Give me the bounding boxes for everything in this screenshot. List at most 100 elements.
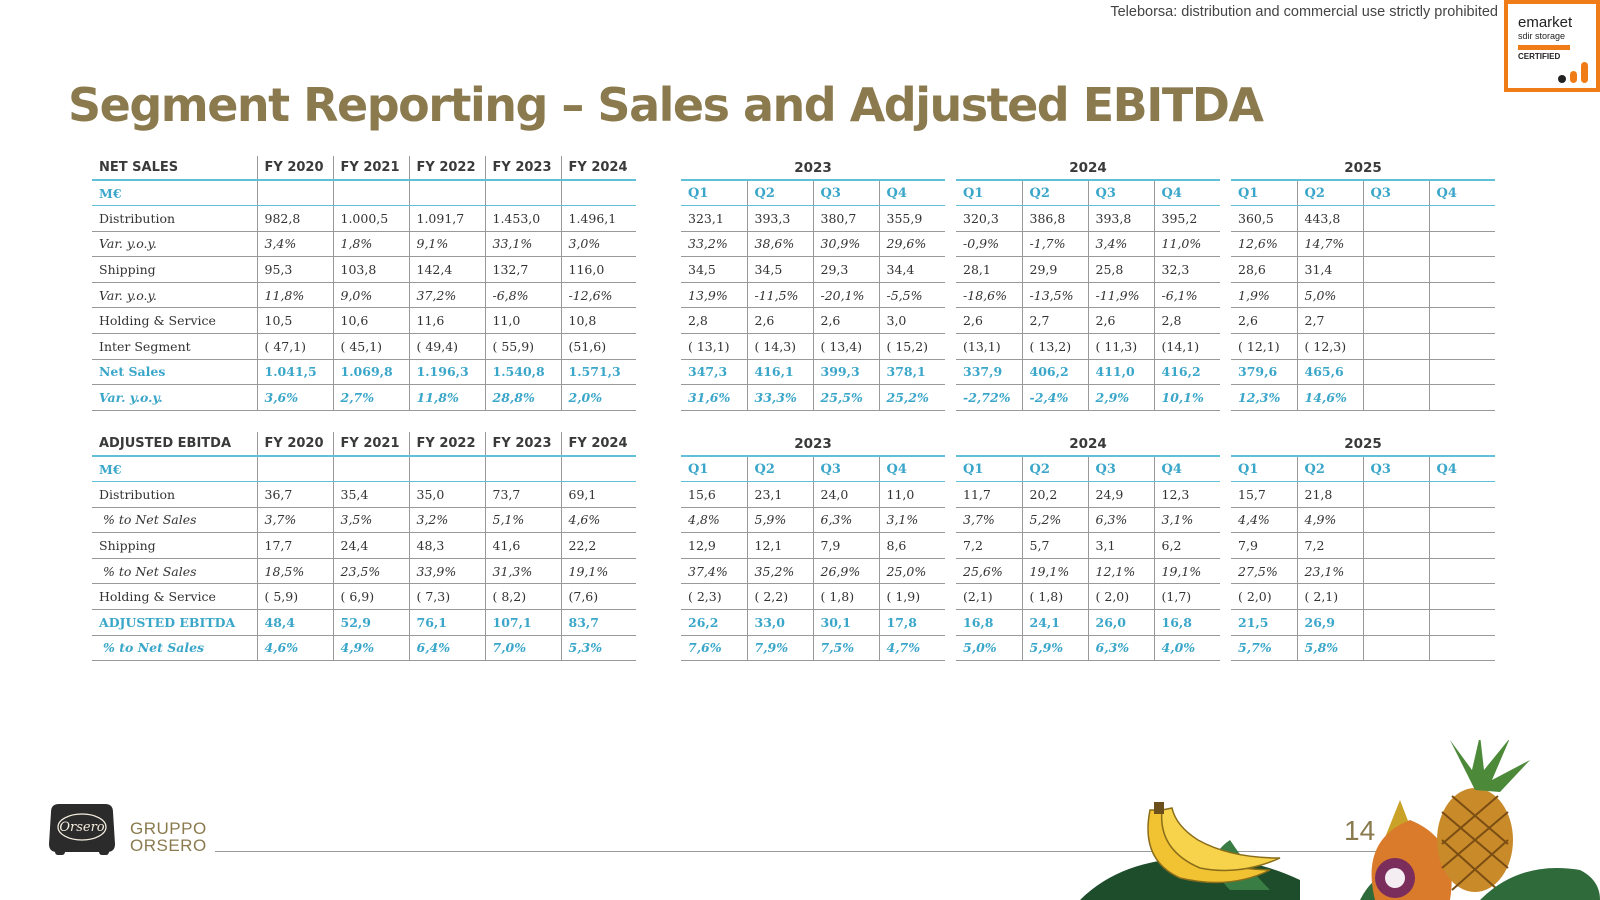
- table-header-row: NET SALES FY 2020 FY 2021 FY 2022 FY 202…: [92, 156, 636, 181]
- group-gap: [945, 257, 956, 283]
- quarter-value: 378,1: [878, 359, 946, 386]
- row-label: % to Net Sales: [92, 507, 257, 534]
- fy-value: 31,3%: [484, 558, 561, 585]
- fy-value: ( 47,1): [256, 333, 333, 360]
- quarter-value: [1362, 609, 1430, 636]
- quarter-value: 12,6%: [1231, 231, 1298, 258]
- quarter-header-row: Q1 Q2 Q3 Q4 Q1 Q2 Q3 Q4 Q1 Q2 Q3 Q4: [681, 180, 1496, 207]
- table-row: % to Net Sales 4,6% 4,9% 6,4% 7,0% 5,3%: [92, 635, 636, 662]
- fy-value: 5,3%: [560, 635, 636, 662]
- row-label: Distribution: [92, 481, 257, 508]
- quarter-value: 7,2: [1296, 532, 1364, 559]
- fy-header: FY 2021: [332, 156, 409, 181]
- table-row: 4,8% 5,9% 6,3% 3,1% 3,7% 5,2% 6,3% 3,1% 4,4% 4,9%: [681, 507, 1496, 534]
- quarter-header: Q2: [1296, 180, 1364, 207]
- fy-value: 73,7: [484, 481, 561, 508]
- fy-value: 1.069,8: [332, 359, 409, 386]
- fy-value: 24,4: [332, 532, 409, 559]
- quarter-value: 355,9: [878, 205, 946, 232]
- fy-value: 95,3: [256, 256, 333, 283]
- quarter-header: Q3: [1087, 456, 1155, 483]
- fy-value: 3,6%: [256, 384, 333, 411]
- quarter-value: 7,6%: [681, 635, 747, 662]
- quarter-value: 35,2%: [746, 558, 813, 585]
- fy-header: FY 2021: [332, 432, 409, 457]
- quarter-value: [1362, 481, 1430, 508]
- quarter-value: [1428, 205, 1496, 232]
- quarter-value: 11,7: [956, 481, 1023, 508]
- fy-value: 35,4: [332, 481, 409, 508]
- quarter-value: 320,3: [956, 205, 1023, 232]
- table-row: Shipping 17,7 24,4 48,3 41,6 22,2: [92, 532, 636, 559]
- fy-value: 22,2: [560, 532, 636, 559]
- unit-row: M€: [92, 456, 636, 483]
- quarter-value: 8,6: [878, 532, 946, 559]
- quarter-value: 28,1: [956, 256, 1023, 283]
- table-row: Inter Segment( 47,1)( 45,1)( 49,4)( 55,9…: [92, 333, 636, 360]
- fy-value: 10,8: [560, 307, 636, 335]
- fy-value: 36,7: [256, 481, 333, 508]
- quarter-value: -20,1%: [812, 282, 879, 309]
- quarter-value: 1,9%: [1231, 282, 1298, 309]
- quarter-value: 5,0%: [1296, 282, 1364, 309]
- quarter-value: 411,0: [1087, 359, 1155, 386]
- fy-value: 11,6: [408, 307, 485, 335]
- brand-name: GRUPPO ORSERO: [130, 820, 207, 854]
- quarter-value: [1362, 256, 1430, 283]
- group-gap: [1220, 558, 1231, 584]
- row-label: Holding & Service: [92, 583, 257, 611]
- quarter-value: ( 13,2): [1021, 333, 1089, 360]
- quarter-value: 3,7%: [956, 507, 1023, 534]
- quarter-value: 25,5%: [812, 384, 879, 411]
- quarter-header: Q2: [1296, 456, 1364, 483]
- quarter-value: 15,7: [1231, 481, 1298, 508]
- year-header: 2023: [681, 432, 946, 457]
- fy-value: 1,8%: [332, 231, 409, 258]
- quarter-value: [1362, 333, 1430, 360]
- quarter-value: 2,6: [956, 307, 1023, 335]
- row-label: Shipping: [92, 532, 257, 559]
- table-row: Holding & Service 10,5 10,6 11,6 11,0 10,8: [92, 307, 636, 335]
- row-label: Net Sales: [92, 359, 257, 386]
- quarter-value: ( 2,3): [681, 583, 747, 611]
- quarter-header: Q1: [956, 180, 1023, 207]
- quarter-value: 24,9: [1087, 481, 1155, 508]
- quarter-header-row: Q1 Q2 Q3 Q4 Q1 Q2 Q3 Q4 Q1 Q2 Q3 Q4: [681, 456, 1496, 483]
- quarter-value: 16,8: [1153, 609, 1221, 636]
- adjusted-ebitda-fy-table: ADJUSTED EBITDA FY 2020 FY 2021 FY 2022 …: [92, 432, 636, 662]
- quarter-value: 3,0: [878, 307, 946, 335]
- quarter-value: 10,1%: [1153, 384, 1221, 411]
- quarter-value: 337,9: [956, 359, 1023, 386]
- fy-value: ( 55,9): [484, 333, 561, 360]
- quarter-value: 7,5%: [812, 635, 879, 662]
- disclaimer-text: Teleborsa: distribution and commercial u…: [1110, 4, 1498, 20]
- quarter-value: [1362, 635, 1430, 662]
- quarter-value: [1362, 558, 1430, 585]
- row-label: % to Net Sales: [92, 558, 257, 585]
- table-row: Holding & Service( 5,9)( 6,9)( 7,3)( 8,2…: [92, 583, 636, 611]
- row-label: ADJUSTED EBITDA: [92, 609, 257, 636]
- quarter-value: 17,8: [878, 609, 946, 636]
- table-row: 347,3 416,1 399,3 378,1 337,9 406,2 411,0 416,2…: [681, 359, 1496, 386]
- quarter-header: Q1: [1231, 456, 1298, 483]
- fy-value: 2,0%: [560, 384, 636, 411]
- quarter-value: (13,1): [956, 333, 1023, 360]
- row-label: % to Net Sales: [92, 635, 257, 662]
- year-header: 2025: [1231, 156, 1496, 181]
- quarter-value: 5,7: [1021, 532, 1089, 559]
- quarter-value: 30,9%: [812, 231, 879, 258]
- fy-value: 2,7%: [332, 384, 409, 411]
- group-gap: [1220, 180, 1231, 206]
- group-gap: [1220, 359, 1231, 385]
- quarter-value: 323,1: [681, 205, 747, 232]
- quarter-value: 443,8: [1296, 205, 1364, 232]
- quarter-value: 14,7%: [1296, 231, 1364, 258]
- quarter-value: (2,1): [956, 583, 1023, 611]
- quarter-value: 2,8: [681, 307, 747, 335]
- quarter-value: 2,6: [1087, 307, 1155, 335]
- fy-value: ( 7,3): [408, 583, 485, 611]
- quarter-value: 7,9%: [746, 635, 813, 662]
- quarter-value: 2,6: [812, 307, 879, 335]
- quarter-header: Q2: [1021, 180, 1089, 207]
- quarter-value: ( 2,2): [746, 583, 813, 611]
